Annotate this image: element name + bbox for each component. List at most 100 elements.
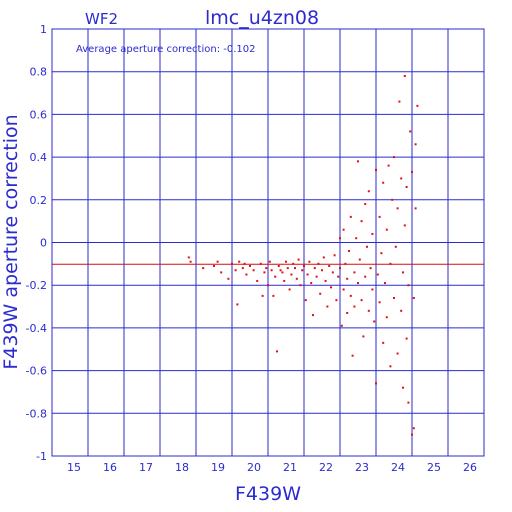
data-point	[384, 282, 386, 285]
data-point	[403, 224, 406, 227]
data-point	[272, 294, 275, 297]
data-point	[414, 207, 417, 210]
data-point	[367, 190, 370, 193]
data-point	[407, 401, 410, 404]
x-tick-label: 20	[247, 461, 261, 474]
data-point	[414, 143, 417, 146]
data-point	[292, 262, 295, 265]
data-point	[295, 277, 298, 280]
data-point	[355, 237, 358, 240]
data-point	[321, 269, 323, 272]
data-point	[339, 267, 341, 270]
data-point	[308, 260, 311, 263]
data-point	[362, 335, 365, 338]
data-point	[371, 232, 374, 235]
data-point	[394, 245, 397, 248]
data-point	[274, 275, 277, 278]
data-point	[360, 299, 363, 302]
data-point	[285, 260, 287, 263]
x-tick-label: 18	[175, 461, 189, 474]
data-point	[360, 220, 363, 223]
data-point	[283, 279, 286, 282]
data-point	[376, 273, 379, 276]
x-tick-labels: 15 16 17 18 19 20 21 22 23 24 25 26	[67, 461, 477, 474]
data-point	[400, 309, 403, 312]
data-point	[412, 297, 415, 300]
y-tick-label: -0.8	[26, 407, 47, 420]
chart-title: lmc_u4zn08	[205, 7, 319, 29]
data-points	[187, 74, 419, 436]
data-point	[227, 277, 230, 280]
data-point	[236, 303, 239, 306]
data-point	[288, 288, 291, 291]
x-tick-label: 26	[463, 461, 477, 474]
data-point	[349, 294, 352, 297]
data-point	[317, 262, 320, 265]
x-tick-label: 24	[391, 461, 405, 474]
data-point	[393, 156, 395, 159]
data-point	[353, 271, 356, 274]
data-point	[382, 341, 385, 344]
data-point	[385, 228, 388, 231]
data-point	[294, 267, 296, 270]
data-point	[396, 352, 399, 355]
data-point	[281, 271, 284, 274]
data-point	[342, 288, 345, 291]
data-point	[259, 262, 262, 265]
data-point	[303, 264, 305, 267]
y-tick-label: -0.2	[26, 279, 47, 292]
x-tick-label: 22	[319, 461, 333, 474]
data-point	[380, 252, 383, 255]
data-point	[340, 324, 343, 327]
data-point	[189, 260, 192, 263]
data-point	[277, 264, 280, 267]
data-point	[371, 288, 374, 291]
data-point	[353, 305, 356, 308]
data-point	[310, 282, 313, 285]
data-point	[335, 299, 338, 302]
data-point	[263, 271, 266, 274]
panel-label: WF2	[85, 10, 118, 28]
data-point	[373, 320, 376, 323]
data-point	[389, 262, 392, 265]
data-point	[324, 279, 327, 282]
data-point	[387, 164, 390, 167]
data-point	[351, 354, 354, 357]
data-point	[398, 100, 401, 103]
data-point	[382, 181, 385, 184]
y-tick-label: -0.6	[26, 365, 47, 378]
data-point	[331, 271, 334, 274]
data-point	[342, 228, 345, 231]
data-point	[238, 260, 241, 263]
data-point	[369, 267, 372, 270]
data-point	[286, 267, 289, 270]
data-point	[276, 350, 278, 353]
data-point	[348, 250, 350, 253]
data-point	[378, 301, 381, 304]
data-point	[358, 258, 361, 261]
data-point	[357, 282, 359, 285]
data-point	[220, 271, 223, 274]
data-point	[267, 284, 269, 287]
data-point	[241, 267, 244, 270]
x-axis-title: F439W	[235, 483, 301, 505]
data-point	[301, 269, 304, 272]
data-point	[231, 262, 233, 265]
data-point	[349, 215, 352, 218]
data-point	[405, 337, 408, 340]
data-point	[396, 207, 399, 210]
y-tick-label: 0.2	[30, 194, 48, 207]
data-point	[339, 237, 341, 240]
x-tick-label: 23	[355, 461, 369, 474]
y-tick-label: -1	[36, 450, 47, 463]
data-point	[409, 130, 412, 133]
data-point	[407, 284, 410, 287]
x-tick-label: 17	[139, 461, 153, 474]
data-point	[375, 168, 377, 171]
data-point	[322, 256, 325, 259]
data-point	[364, 203, 367, 206]
y-tick-labels: -1 -0.8 -0.6 -0.4 -0.2 0 0.2 0.4 0.6 0.8 1	[26, 23, 47, 463]
y-axis-title: F439W aperture correction	[0, 114, 22, 369]
data-point	[389, 365, 392, 368]
